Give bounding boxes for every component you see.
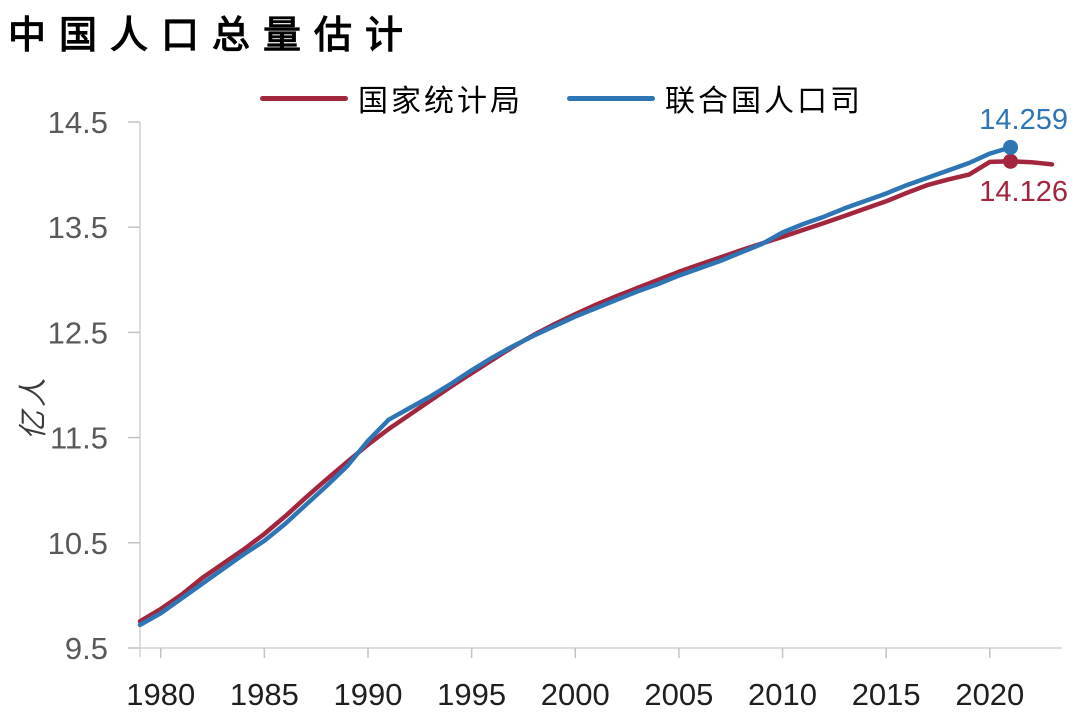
y-tick-label: 13.5 xyxy=(48,210,108,245)
un-series-line xyxy=(137,145,1013,628)
x-tick-label: 2010 xyxy=(748,677,817,712)
x-tick-label: 1990 xyxy=(334,677,403,712)
nbs-end-value-label: 14.126 xyxy=(979,176,1068,208)
x-tick-label: 2005 xyxy=(644,677,713,712)
x-tick-label: 1985 xyxy=(230,677,299,712)
legend-item-un: 联合国人口司 xyxy=(567,76,863,120)
legend-label-nbs: 国家统计局 xyxy=(358,85,523,118)
y-tick-label: 11.5 xyxy=(50,421,108,456)
x-tick-label: 1980 xyxy=(126,677,195,712)
y-tick-label: 10.5 xyxy=(48,526,108,561)
y-tick-label: 12.5 xyxy=(48,315,108,350)
nbs-line-swatch xyxy=(260,95,348,101)
x-tick-label: 1995 xyxy=(437,677,506,712)
un-line-swatch xyxy=(567,95,655,101)
legend-label-un: 联合国人口司 xyxy=(665,85,863,118)
y-tick-label: 14.5 xyxy=(48,105,108,140)
x-tick-label: 2020 xyxy=(955,677,1024,712)
legend: 国家统计局 联合国人口司 xyxy=(260,76,863,120)
nbs-end-marker xyxy=(1003,153,1019,169)
chart-title: 中国人口总量估计 xyxy=(8,15,417,57)
legend-item-nbs: 国家统计局 xyxy=(260,76,523,120)
x-tick-label: 2015 xyxy=(852,677,921,712)
x-tick-label: 2000 xyxy=(541,677,610,712)
un-end-marker xyxy=(1003,139,1019,155)
un-end-value-label: 14.259 xyxy=(979,104,1068,136)
y-tick-label: 9.5 xyxy=(65,631,108,666)
nbs-series-line xyxy=(137,159,1055,624)
y-axis-unit-label: 亿人 xyxy=(18,374,50,441)
